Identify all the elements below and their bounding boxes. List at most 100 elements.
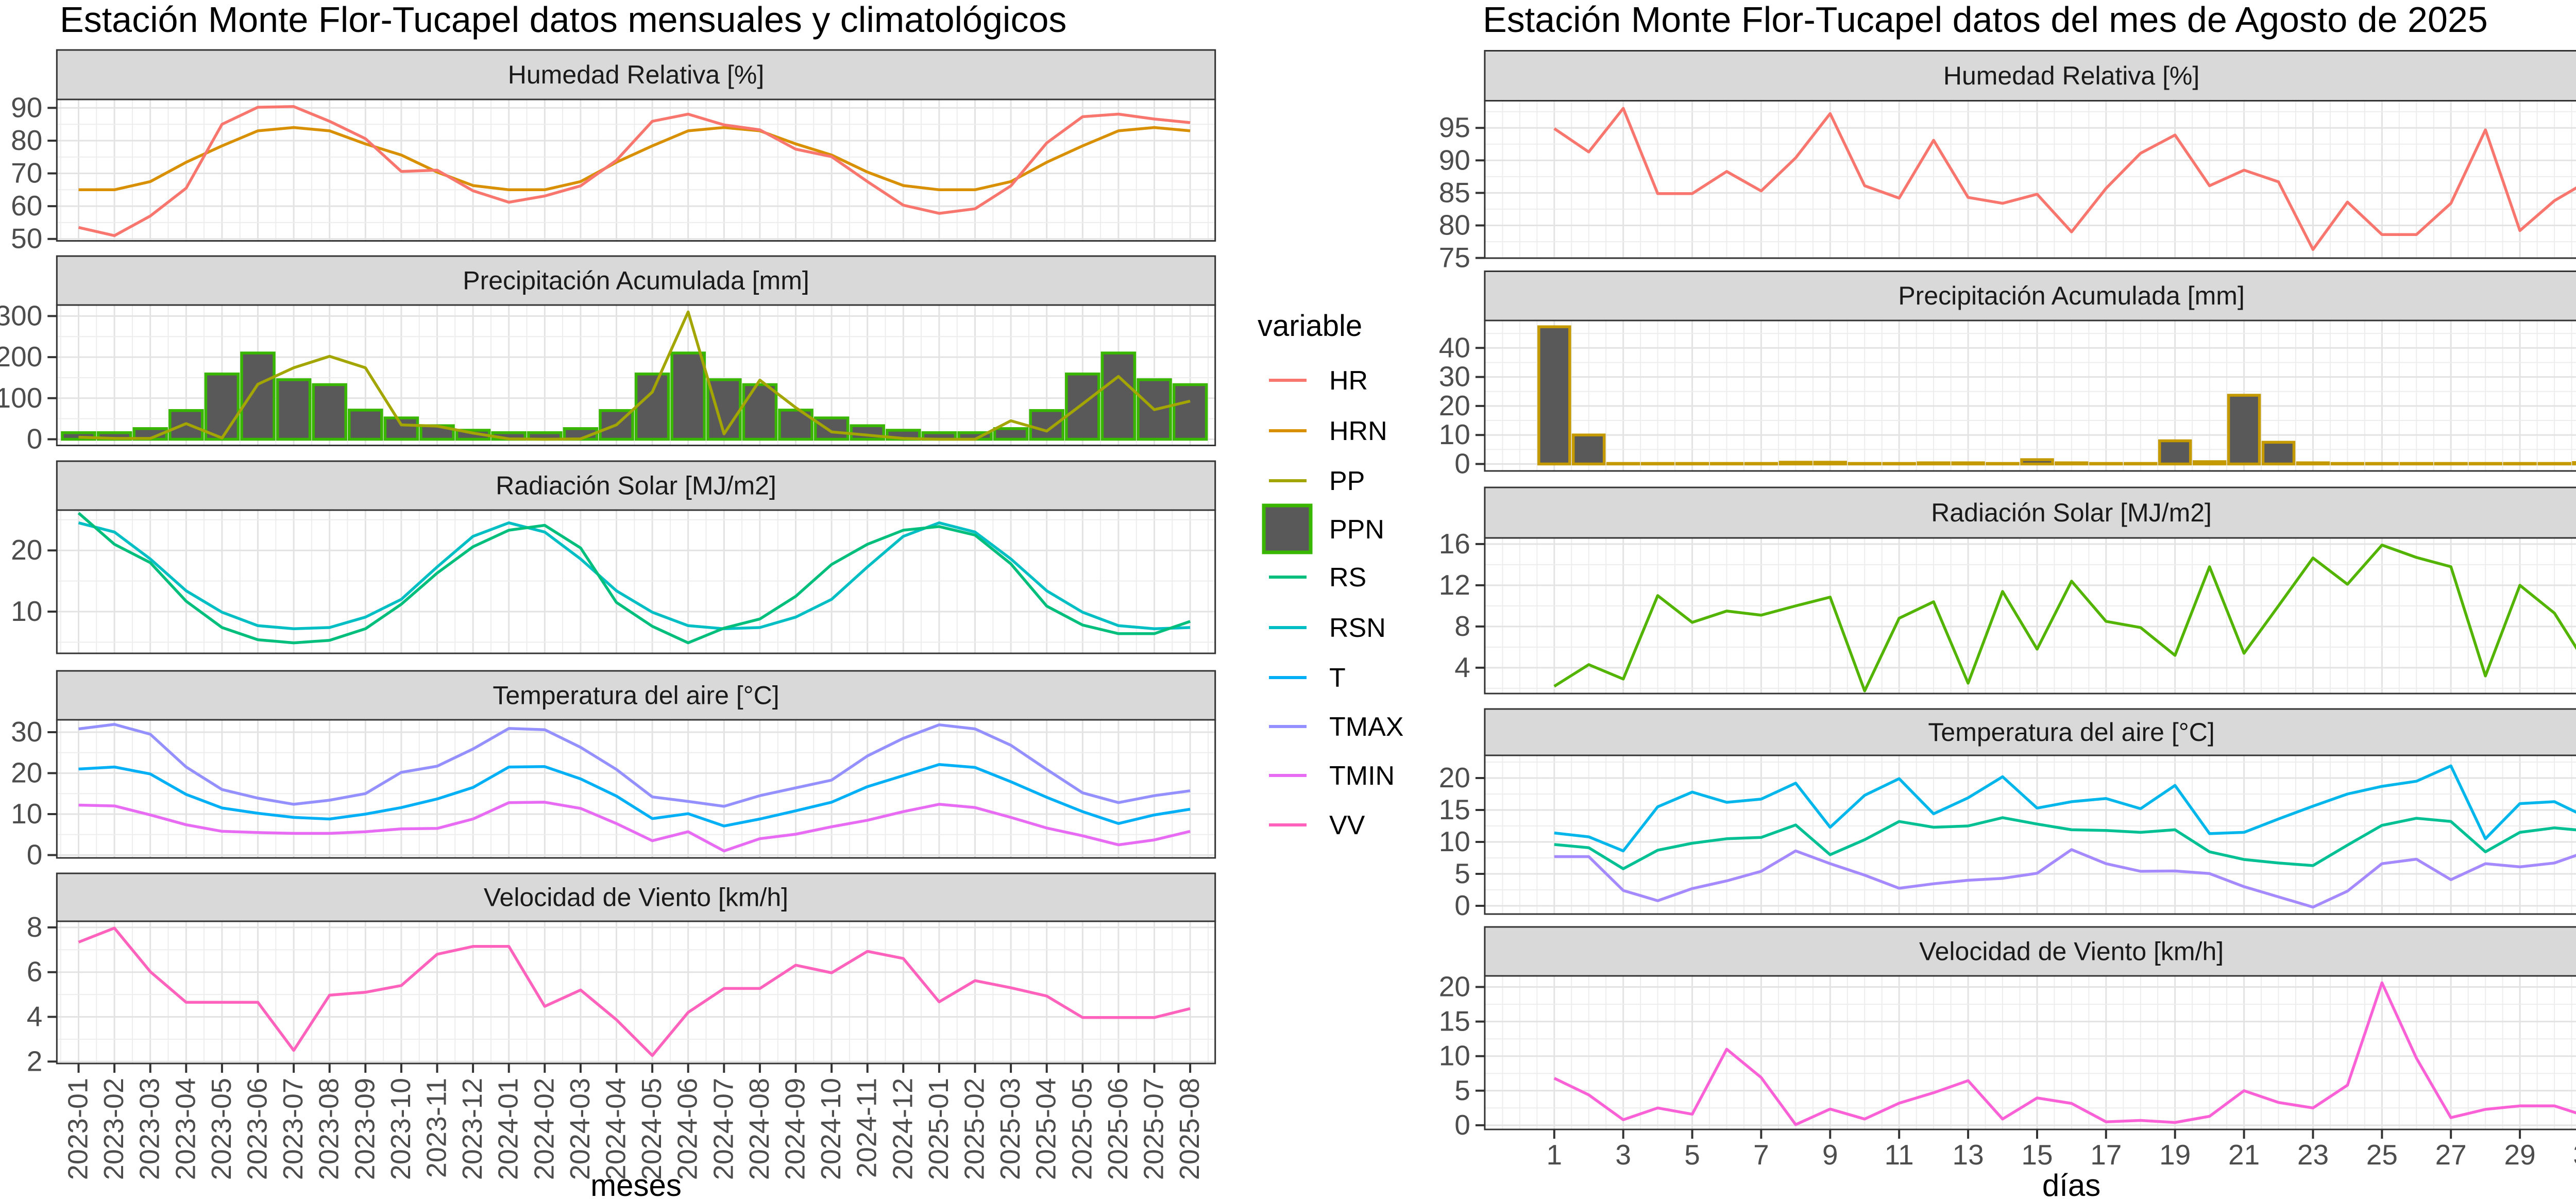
svg-text:0: 0 (27, 839, 43, 871)
svg-text:2023-06: 2023-06 (242, 1078, 273, 1180)
svg-text:2025-04: 2025-04 (1031, 1078, 1062, 1180)
svg-text:Precipitación Acumulada [mm]: Precipitación Acumulada [mm] (463, 266, 809, 295)
svg-text:3: 3 (1615, 1139, 1631, 1171)
svg-text:2023-10: 2023-10 (385, 1078, 416, 1180)
svg-text:4: 4 (1454, 651, 1470, 683)
svg-text:20: 20 (11, 534, 42, 566)
svg-text:95: 95 (1439, 111, 1470, 143)
svg-text:2023-02: 2023-02 (98, 1078, 129, 1180)
svg-text:2024-10: 2024-10 (816, 1078, 846, 1180)
svg-text:2023-09: 2023-09 (349, 1078, 380, 1180)
svg-text:27: 27 (2435, 1139, 2467, 1171)
svg-text:meses: meses (590, 1168, 682, 1199)
svg-text:TMAX: TMAX (1329, 712, 1403, 742)
svg-text:75: 75 (1439, 242, 1470, 274)
svg-text:0: 0 (1454, 448, 1470, 480)
svg-text:2025-03: 2025-03 (995, 1078, 1026, 1180)
svg-text:PPN: PPN (1329, 515, 1384, 545)
svg-text:variable: variable (1258, 309, 1362, 343)
svg-text:1: 1 (1547, 1139, 1563, 1171)
svg-text:8: 8 (1454, 610, 1470, 642)
svg-text:2025-07: 2025-07 (1139, 1078, 1170, 1180)
svg-text:2024-01: 2024-01 (493, 1078, 524, 1180)
svg-text:2024-09: 2024-09 (780, 1078, 811, 1180)
svg-text:10: 10 (11, 798, 42, 830)
svg-text:Radiación Solar [MJ/m2]: Radiación Solar [MJ/m2] (496, 471, 776, 500)
svg-text:8: 8 (27, 911, 43, 943)
svg-text:días: días (2042, 1168, 2100, 1199)
svg-text:25: 25 (2366, 1139, 2398, 1171)
svg-text:20: 20 (11, 757, 42, 789)
svg-text:Precipitación Acumulada [mm]: Precipitación Acumulada [mm] (1898, 281, 2245, 310)
svg-text:2025-06: 2025-06 (1103, 1078, 1133, 1180)
svg-text:10: 10 (1439, 1040, 1470, 1072)
svg-text:2023-05: 2023-05 (206, 1078, 237, 1180)
svg-text:HRN: HRN (1329, 416, 1387, 446)
svg-text:16: 16 (1439, 528, 1470, 560)
svg-text:15: 15 (2021, 1139, 2053, 1171)
svg-text:12: 12 (1439, 569, 1470, 601)
svg-text:2023-12: 2023-12 (457, 1078, 488, 1180)
svg-text:7: 7 (1753, 1139, 1769, 1171)
svg-text:0: 0 (27, 423, 43, 455)
svg-text:17: 17 (2090, 1139, 2122, 1171)
svg-text:2025-08: 2025-08 (1174, 1078, 1205, 1180)
svg-text:30: 30 (11, 716, 42, 748)
svg-text:29: 29 (2504, 1139, 2536, 1171)
svg-text:200: 200 (0, 341, 42, 373)
svg-text:0: 0 (1454, 889, 1470, 921)
svg-text:2025-05: 2025-05 (1066, 1078, 1097, 1180)
svg-text:2024-08: 2024-08 (744, 1078, 775, 1180)
svg-text:80: 80 (11, 124, 42, 156)
svg-text:4: 4 (27, 1001, 43, 1033)
svg-text:2024-07: 2024-07 (708, 1078, 739, 1180)
svg-text:Velocidad de Viento [km/h]: Velocidad de Viento [km/h] (484, 883, 788, 912)
svg-text:VV: VV (1329, 810, 1365, 840)
svg-text:50: 50 (11, 223, 42, 255)
svg-text:Velocidad de Viento [km/h]: Velocidad de Viento [km/h] (1919, 937, 2224, 966)
svg-text:2025-01: 2025-01 (923, 1078, 954, 1180)
svg-text:90: 90 (1439, 144, 1470, 176)
svg-text:10: 10 (1439, 825, 1470, 857)
svg-text:40: 40 (1439, 331, 1470, 363)
svg-text:2023-11: 2023-11 (421, 1078, 452, 1178)
svg-text:2025-02: 2025-02 (959, 1078, 990, 1180)
svg-text:2024-12: 2024-12 (887, 1078, 918, 1180)
svg-text:10: 10 (11, 595, 42, 627)
svg-text:19: 19 (2159, 1139, 2191, 1171)
svg-text:2023-08: 2023-08 (314, 1078, 345, 1180)
svg-text:Estación Monte Flor-Tucapel da: Estación Monte Flor-Tucapel datos del me… (1483, 0, 2488, 40)
svg-text:20: 20 (1439, 971, 1470, 1003)
svg-text:Humedad Relativa [%]: Humedad Relativa [%] (1943, 61, 2199, 90)
svg-text:20: 20 (1439, 762, 1470, 793)
svg-text:2023-04: 2023-04 (170, 1078, 201, 1180)
svg-text:300: 300 (0, 299, 42, 331)
svg-text:2: 2 (27, 1045, 43, 1077)
svg-text:2024-02: 2024-02 (529, 1078, 560, 1180)
svg-text:5: 5 (1454, 857, 1470, 889)
svg-text:Humedad Relativa [%]: Humedad Relativa [%] (508, 60, 764, 89)
svg-text:2024-04: 2024-04 (601, 1078, 632, 1180)
svg-text:10: 10 (1439, 418, 1470, 450)
svg-text:5: 5 (1684, 1139, 1700, 1171)
svg-text:15: 15 (1439, 1005, 1470, 1037)
svg-text:2024-06: 2024-06 (672, 1078, 703, 1180)
svg-text:20: 20 (1439, 390, 1470, 421)
svg-text:85: 85 (1439, 176, 1470, 208)
svg-text:9: 9 (1822, 1139, 1838, 1171)
svg-text:RSN: RSN (1329, 613, 1386, 643)
svg-text:80: 80 (1439, 209, 1470, 241)
svg-text:11: 11 (1885, 1139, 1914, 1171)
svg-text:Temperatura del aire [°C]: Temperatura del aire [°C] (1928, 718, 2214, 747)
svg-text:2023-07: 2023-07 (278, 1078, 309, 1180)
svg-text:90: 90 (11, 91, 42, 123)
svg-text:T: T (1329, 663, 1346, 693)
svg-text:15: 15 (1439, 793, 1470, 825)
svg-text:30: 30 (1439, 361, 1470, 393)
svg-text:21: 21 (2228, 1139, 2260, 1171)
svg-text:6: 6 (27, 956, 43, 988)
svg-text:Radiación Solar [MJ/m2]: Radiación Solar [MJ/m2] (1931, 498, 2212, 527)
svg-text:60: 60 (11, 190, 42, 222)
svg-text:13: 13 (1953, 1139, 1984, 1171)
svg-text:0: 0 (1454, 1109, 1470, 1141)
